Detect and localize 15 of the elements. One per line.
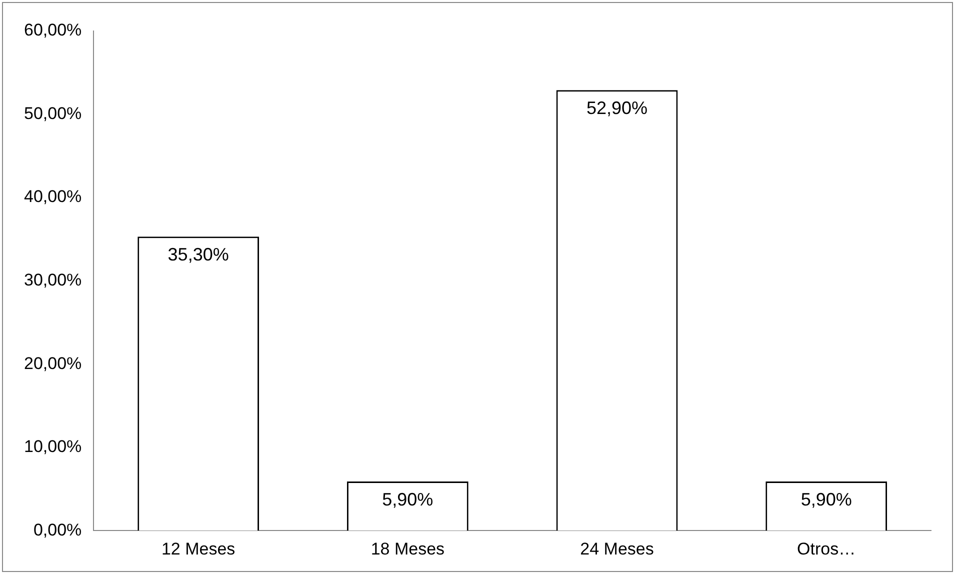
y-tick-label: 0,00% <box>33 520 82 540</box>
data-label: 52,90% <box>586 98 648 118</box>
data-label: 5,90% <box>800 489 852 510</box>
y-tick-label: 40,00% <box>24 187 82 206</box>
x-tick-label: 24 Meses <box>580 539 654 558</box>
y-tick-label: 30,00% <box>24 270 82 290</box>
x-tick-label: Otros… <box>797 539 856 558</box>
x-tick-label: 12 Meses <box>161 539 236 558</box>
y-tick-label: 20,00% <box>24 354 82 373</box>
data-label: 5,90% <box>382 489 434 510</box>
y-tick-label: 50,00% <box>24 104 82 123</box>
y-tick-label: 10,00% <box>24 437 82 456</box>
data-label: 35,30% <box>168 244 229 265</box>
y-tick-label: 60,00% <box>24 20 82 40</box>
x-tick-label: 18 Meses <box>370 539 445 558</box>
